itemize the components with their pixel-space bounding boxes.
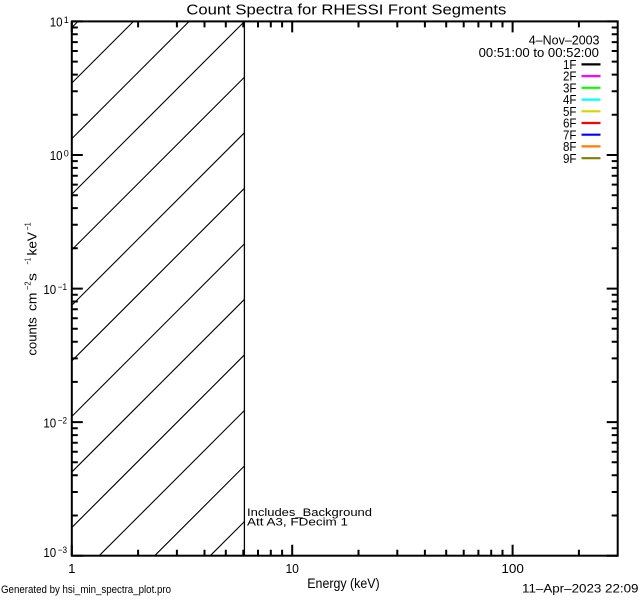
- svg-text:10: 10: [43, 415, 56, 430]
- svg-text:10: 10: [285, 561, 299, 576]
- svg-text:3F: 3F: [563, 80, 577, 95]
- svg-text:10: 10: [43, 282, 56, 297]
- svg-text:keV: keV: [25, 232, 40, 256]
- svg-text:counts: counts: [25, 317, 40, 356]
- svg-text:−1: −1: [58, 282, 67, 292]
- svg-text:10: 10: [50, 148, 63, 163]
- svg-text:9F: 9F: [563, 151, 577, 166]
- svg-text:Generated by hsi_min_spectra_p: Generated by hsi_min_spectra_plot.pro: [1, 584, 171, 596]
- svg-text:10: 10: [43, 545, 56, 560]
- svg-text:5F: 5F: [563, 104, 577, 119]
- svg-text:11–Apr–2023 22:09: 11–Apr–2023 22:09: [522, 582, 639, 596]
- svg-text:−1: −1: [23, 222, 33, 230]
- svg-text:4F: 4F: [563, 92, 577, 107]
- svg-text:1F: 1F: [563, 57, 577, 72]
- svg-text:Att A3, FDecim 1: Att A3, FDecim 1: [247, 516, 348, 528]
- svg-text:−2: −2: [58, 416, 67, 426]
- svg-text:00:51:00 to 00:52:00: 00:51:00 to 00:52:00: [479, 45, 599, 60]
- svg-text:cm: cm: [25, 293, 40, 312]
- svg-text:7F: 7F: [563, 127, 577, 142]
- svg-text:Includes_Background: Includes_Background: [247, 507, 372, 519]
- svg-text:1: 1: [68, 561, 75, 576]
- svg-text:−2: −2: [23, 281, 33, 290]
- svg-text:s: s: [25, 272, 40, 281]
- svg-text:Count Spectra for RHESSI Front: Count Spectra for RHESSI Front Segments: [186, 2, 506, 19]
- svg-text:8F: 8F: [563, 139, 577, 154]
- svg-text:−3: −3: [58, 545, 67, 555]
- svg-text:1: 1: [64, 15, 69, 25]
- svg-text:2F: 2F: [563, 69, 577, 84]
- svg-text:−1: −1: [23, 258, 33, 265]
- svg-text:Energy (keV): Energy (keV): [307, 576, 379, 591]
- svg-text:100: 100: [501, 561, 524, 576]
- svg-text:0: 0: [64, 148, 69, 158]
- svg-text:6F: 6F: [563, 116, 577, 131]
- svg-text:4–Nov–2003: 4–Nov–2003: [529, 32, 600, 47]
- svg-text:10: 10: [50, 15, 63, 30]
